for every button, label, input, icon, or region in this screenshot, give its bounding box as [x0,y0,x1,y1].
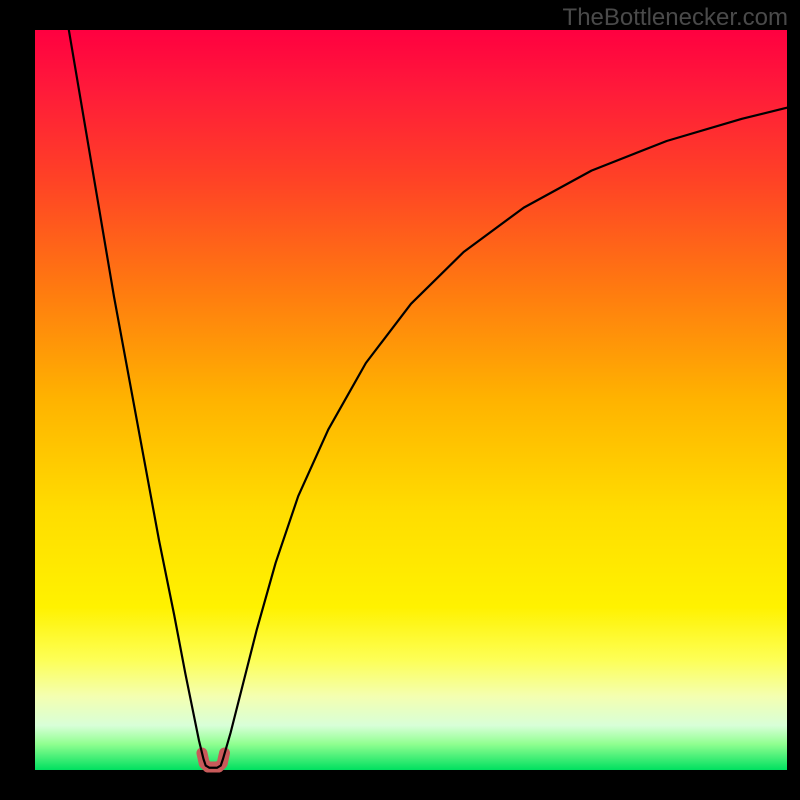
figure-svg [0,0,800,800]
figure-root: TheBottlenecker.com [0,0,800,800]
watermark-text: TheBottlenecker.com [563,4,788,32]
plot-background [35,30,787,770]
